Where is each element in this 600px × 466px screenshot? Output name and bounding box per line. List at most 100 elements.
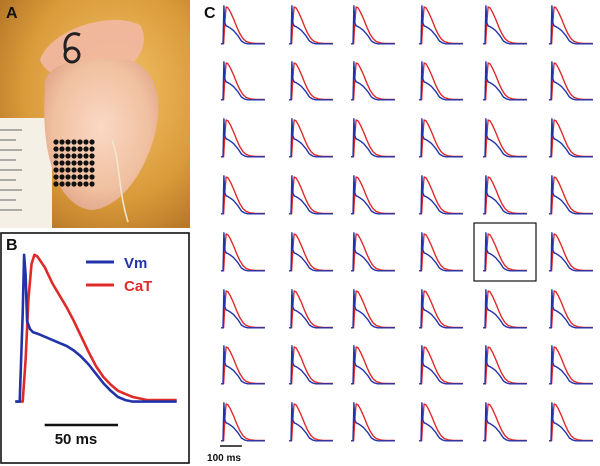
panel-b-frame (0, 232, 190, 464)
cell-cat-trace (351, 62, 395, 101)
trace-cell-r8-c1 (221, 402, 265, 442)
ruler (0, 118, 52, 228)
trace-cell-r5-c1 (221, 232, 265, 272)
cell-cat-trace (419, 62, 463, 101)
cell-cat-trace (483, 176, 527, 215)
cell-vm-trace (221, 232, 265, 272)
cell-vm-trace (351, 61, 395, 101)
cell-cat-trace (289, 6, 333, 45)
trace-cell-r3-c1 (221, 118, 265, 158)
trace-cell-r5-c2 (289, 232, 333, 272)
trace-cell-r5-c5 (483, 232, 527, 272)
trace-cell-r4-c5 (483, 175, 527, 215)
trace-cell-r4-c3 (351, 175, 395, 215)
trace-cell-r6-c1 (221, 289, 265, 329)
trace-cell-r5-c6 (549, 232, 593, 272)
cell-cat-trace (419, 233, 463, 272)
cell-vm-trace (289, 345, 333, 385)
trace-cell-r1-c4 (419, 5, 463, 45)
panel-c-label: C (204, 5, 216, 22)
cell-vm-trace (549, 345, 593, 385)
panel-b-cat-trace (15, 253, 177, 403)
cell-cat-trace (289, 403, 333, 442)
cell-vm-trace (289, 402, 333, 442)
trace-cell-r6-c5 (483, 289, 527, 329)
cell-vm-trace (483, 289, 527, 329)
trace-cell-r1-c1 (221, 5, 265, 45)
cell-vm-trace (289, 232, 333, 272)
cell-cat-trace (351, 233, 395, 272)
cell-cat-trace (351, 176, 395, 215)
trace-cell-r4-c4 (419, 175, 463, 215)
trace-cell-r8-c2 (289, 402, 333, 442)
trace-cell-r3-c4 (419, 118, 463, 158)
cell-cat-trace (419, 403, 463, 442)
cell-cat-trace (419, 346, 463, 385)
panel-c-chart: 100 ms (207, 5, 593, 464)
cell-cat-trace (483, 6, 527, 45)
panel-c-scale-label: 100 ms (207, 453, 241, 464)
cell-cat-trace (549, 403, 593, 442)
trace-cell-r2-c5 (483, 61, 527, 101)
cell-vm-trace (351, 402, 395, 442)
cell-cat-trace (289, 176, 333, 215)
cell-vm-trace (221, 118, 265, 158)
cell-cat-trace (419, 176, 463, 215)
cell-vm-trace (221, 61, 265, 101)
trace-cell-r5-c3 (351, 232, 395, 272)
cell-cat-trace (221, 233, 265, 272)
highlighted-cell-box (473, 222, 537, 282)
cell-cat-trace (483, 346, 527, 385)
cell-cat-trace (483, 233, 527, 272)
trace-cell-r7-c5 (483, 345, 527, 385)
cell-cat-trace (549, 233, 593, 272)
cell-vm-trace (221, 175, 265, 215)
trace-cell-r2-c6 (549, 61, 593, 101)
trace-cell-r7-c2 (289, 345, 333, 385)
cell-cat-trace (351, 119, 395, 158)
panel-b-series-group (15, 253, 177, 403)
cell-cat-trace (419, 119, 463, 158)
trace-cell-r3-c3 (351, 118, 395, 158)
cell-vm-trace (483, 5, 527, 45)
trace-cell-r6-c3 (351, 289, 395, 329)
panel-b-label: B (6, 237, 18, 254)
wire (111, 139, 129, 223)
trace-cell-r3-c5 (483, 118, 527, 158)
electrode-grid (53, 139, 95, 187)
cell-vm-trace (221, 5, 265, 45)
cell-vm-trace (351, 232, 395, 272)
cell-cat-trace (221, 346, 265, 385)
trace-cell-r1-c6 (549, 5, 593, 45)
trace-cell-r7-c1 (221, 345, 265, 385)
cell-vm-trace (549, 402, 593, 442)
cell-cat-trace (289, 62, 333, 101)
cell-cat-trace (549, 346, 593, 385)
cell-vm-trace (483, 118, 527, 158)
trace-cell-r4-c6 (549, 175, 593, 215)
cell-vm-trace (419, 5, 463, 45)
cell-cat-trace (483, 62, 527, 101)
cell-vm-trace (289, 175, 333, 215)
cell-cat-trace (419, 6, 463, 45)
cell-vm-trace (351, 175, 395, 215)
trace-cell-r2-c4 (419, 61, 463, 101)
trace-cell-r1-c3 (351, 5, 395, 45)
panel-a-label: A (6, 5, 18, 22)
cell-vm-trace (483, 232, 527, 272)
cell-cat-trace (351, 403, 395, 442)
cell-vm-trace (221, 289, 265, 329)
cell-cat-trace (289, 119, 333, 158)
trace-cell-r1-c5 (483, 5, 527, 45)
cell-vm-trace (549, 61, 593, 101)
cell-vm-trace (289, 61, 333, 101)
cell-cat-trace (351, 290, 395, 329)
cell-vm-trace (351, 345, 395, 385)
cell-vm-trace (549, 118, 593, 158)
trace-cell-r2-c3 (351, 61, 395, 101)
cell-vm-trace (549, 5, 593, 45)
cell-vm-trace (419, 118, 463, 158)
cell-vm-trace (483, 402, 527, 442)
cell-cat-trace (549, 6, 593, 45)
trace-cell-r8-c6 (549, 402, 593, 442)
